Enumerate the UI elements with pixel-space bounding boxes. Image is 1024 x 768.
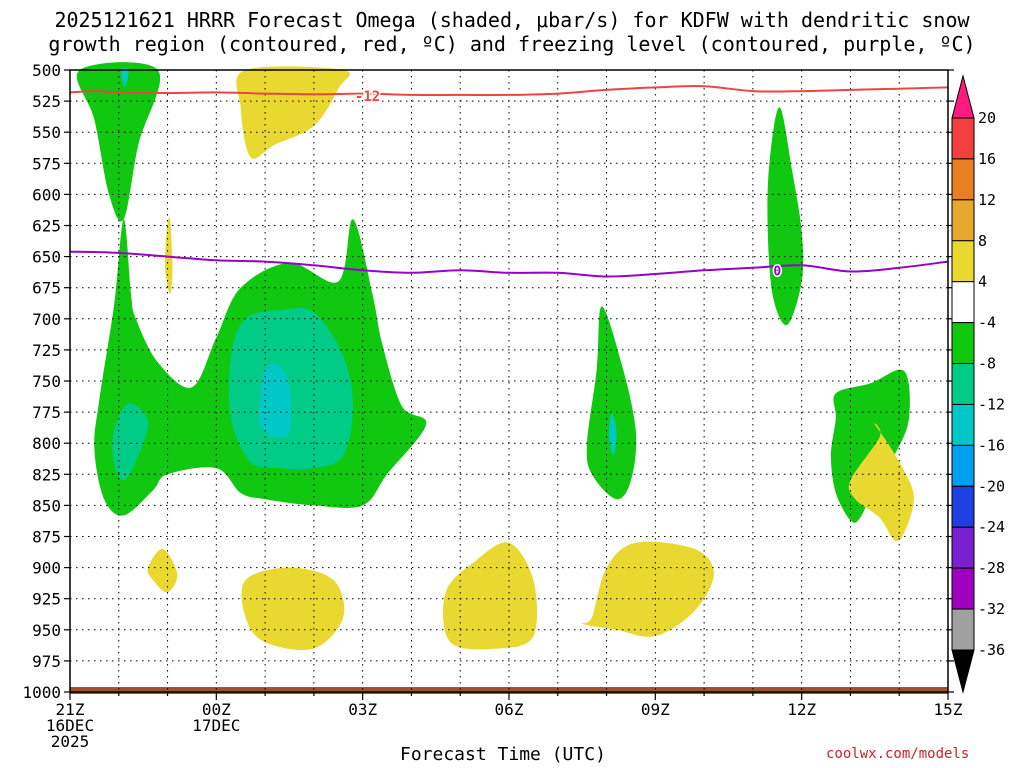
x-tick-label: 16DEC [46, 716, 94, 735]
omega-region-teal-left-center [228, 308, 353, 470]
omega-region-cyan-mid [608, 413, 617, 456]
colorbar-tick-label: -16 [978, 436, 1005, 454]
omega-shaded-regions [76, 62, 914, 650]
x-tick-label: 2025 [51, 732, 90, 751]
colorbar-triangle-top [951, 74, 975, 119]
temperature-contours: -12 0 [69, 85, 949, 281]
colorbar: 20 16 12 8 4 -4 -8 -12 -16 -20 -24 -28 -32 -36 [951, 74, 1005, 694]
y-tick-label: 850 [32, 496, 61, 515]
source-credit[interactable]: coolwx.com/models [826, 746, 970, 762]
omega-region-green-upper-right [767, 107, 804, 326]
colorbar-tick-label: 20 [978, 109, 996, 127]
y-tick-label: 500 [32, 61, 61, 80]
chart-title-line1: 2025121621 HRRR Forecast Omega (shaded, … [54, 8, 970, 32]
y-tick-label: 700 [32, 310, 61, 329]
colorbar-triangle-bottom [951, 649, 975, 694]
colorbar-tick-label: -28 [978, 559, 1005, 577]
omega-region-yellow-lower-1 [241, 567, 345, 650]
y-tick-label: 575 [32, 154, 61, 173]
y-tick-label: 775 [32, 403, 61, 422]
y-tick-label: 800 [32, 434, 61, 453]
omega-region-green-upper-left [76, 62, 161, 222]
omega-region-yellow-top-center [236, 66, 350, 159]
y-tick-label: 600 [32, 185, 61, 204]
colorbar-tick-label: -24 [978, 518, 1005, 536]
y-tick-label: 975 [32, 652, 61, 671]
omega-region-teal-far-left [112, 403, 149, 481]
colorbar-tick-label: 16 [978, 150, 996, 168]
y-tick-label: 900 [32, 559, 61, 578]
omega-region-yellow-lower-3 [581, 541, 714, 637]
omega-region-teal-top-left [121, 67, 129, 88]
colorbar-tick-label: -32 [978, 600, 1005, 618]
y-tick-label: 750 [32, 372, 61, 391]
y-tick-label: 625 [32, 217, 61, 236]
y-tick-label: 950 [32, 621, 61, 640]
y-tick-label: 550 [32, 123, 61, 142]
colorbar-tick-label: -4 [978, 314, 996, 332]
colorbar-bin [951, 567, 975, 610]
x-axis-label: Forecast Time (UTC) [400, 744, 606, 765]
x-tick-label: 06Z [495, 700, 524, 719]
colorbar-bin [951, 240, 975, 283]
x-tick-label: 21Z [56, 700, 85, 719]
colorbar-bin [951, 444, 975, 487]
x-tick-label: 17DEC [192, 716, 240, 735]
colorbar-bin [951, 608, 975, 651]
y-axis-ticks: 500 525 550 575 600 625 650 675 700 725 750 775 800 8… [22, 61, 954, 702]
colorbar-tick-label: -36 [978, 641, 1005, 659]
colorbar-tick-label: 4 [978, 273, 987, 291]
colorbar-bin [951, 158, 975, 201]
colorbar-bin [951, 117, 975, 160]
omega-region-yellow-lower-left [147, 548, 178, 593]
x-tick-label: 12Z [787, 700, 816, 719]
chart-title-line2: growth region (contoured, red, ºC) and f… [48, 32, 976, 56]
grid-lines [70, 70, 948, 692]
contour-dgz-minus12 [69, 85, 949, 96]
colorbar-tick-label: 8 [978, 232, 987, 250]
omega-region-yellow-lower-2 [442, 542, 538, 650]
ground-layer [70, 687, 948, 694]
omega-region-yellow-right [848, 423, 914, 542]
colorbar-bin [951, 199, 975, 242]
y-tick-label: 875 [32, 528, 61, 547]
y-tick-label: 725 [32, 341, 61, 360]
x-tick-label: 09Z [641, 700, 670, 719]
contour-label-minus12: -12 [355, 89, 380, 105]
contour-label-0: 0 [773, 264, 781, 279]
colorbar-bin [951, 281, 975, 324]
colorbar-tick-label: -8 [978, 355, 996, 373]
x-tick-label: 03Z [348, 700, 377, 719]
colorbar-bin [951, 526, 975, 569]
y-tick-label: 825 [32, 465, 61, 484]
colorbar-bin [951, 363, 975, 405]
omega-region-cyan-left-center [258, 364, 292, 438]
x-tick-label: 00Z [202, 700, 231, 719]
colorbar-bin [951, 322, 975, 365]
contour-freezing-level-0 [69, 250, 949, 278]
omega-region-yellow-small-left [164, 217, 173, 294]
x-tick-label: 15Z [934, 700, 963, 719]
colorbar-tick-label: 12 [978, 191, 996, 209]
y-tick-label: 650 [32, 248, 61, 267]
colorbar-bin [951, 485, 975, 528]
colorbar-bin [951, 403, 975, 446]
y-tick-label: 675 [32, 279, 61, 298]
y-tick-label: 525 [32, 92, 61, 111]
colorbar-tick-label: -12 [978, 395, 1005, 413]
y-tick-label: 925 [32, 590, 61, 609]
colorbar-tick-label: -20 [978, 477, 1005, 495]
y-tick-label: 1000 [22, 683, 61, 702]
omega-region-green-mid [586, 306, 637, 500]
